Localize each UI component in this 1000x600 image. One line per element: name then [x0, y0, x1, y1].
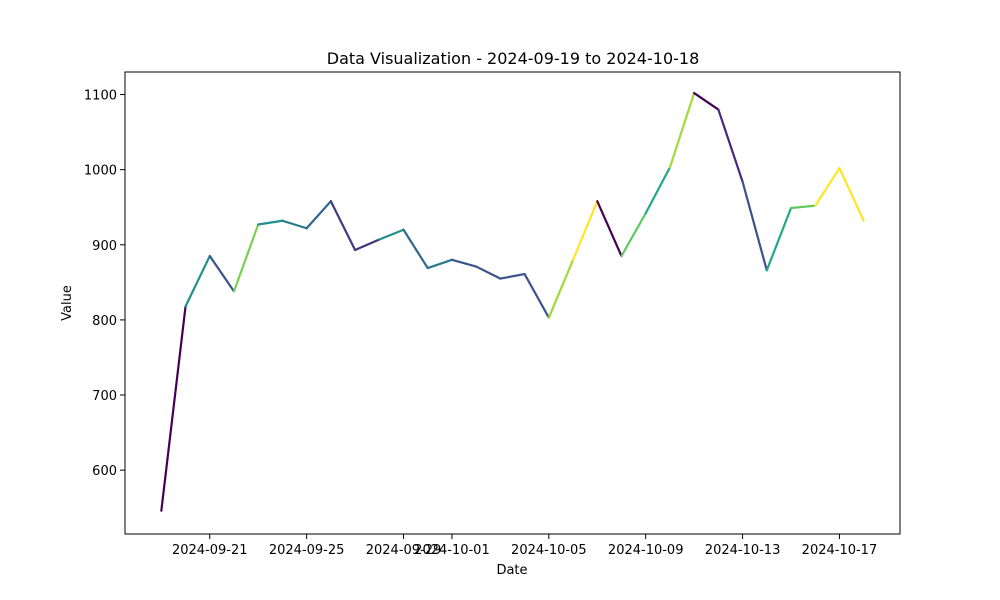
line-segment	[305, 200, 332, 230]
x-axis: 2024-09-21 2024-09-25 2024-09-292024-10-01…	[172, 534, 877, 558]
line-segment	[547, 258, 575, 319]
line-segment	[523, 272, 550, 319]
y-tick-label: 1000	[84, 164, 117, 179]
x-tick-label: 2024-10-17	[802, 543, 878, 558]
line-segment	[232, 223, 260, 293]
line-segment	[329, 200, 357, 252]
x-tick-label: 2024-10-13	[705, 543, 781, 558]
line-segment	[450, 258, 478, 268]
y-tick-label: 600	[92, 464, 117, 479]
line-segment	[353, 238, 381, 252]
line-segment	[208, 254, 236, 293]
plot-lines	[160, 91, 865, 512]
line-segment	[717, 108, 744, 183]
line-segment	[789, 204, 817, 210]
line-segment	[184, 254, 211, 308]
y-axis: 600 700 800 900 1000 1100	[84, 89, 125, 479]
x-tick-label: 2024-10-01	[414, 543, 490, 558]
line-segment	[741, 180, 768, 272]
line-segment	[596, 200, 623, 258]
line-segment	[160, 305, 187, 512]
y-tick-label: 800	[92, 314, 117, 329]
line-segment	[838, 167, 865, 222]
line-segment	[620, 212, 647, 258]
line-segment	[814, 167, 841, 207]
y-tick-label: 700	[92, 389, 117, 404]
line-segment	[475, 265, 502, 280]
x-tick-label: 2024-10-09	[608, 543, 684, 558]
y-tick-label: 900	[92, 239, 117, 254]
x-tick-label: 2024-09-25	[269, 543, 345, 558]
chart-title: Data Visualization - 2024-09-19 to 2024-…	[327, 49, 700, 68]
line-segment	[693, 91, 720, 111]
line-segment	[644, 166, 672, 215]
plot-frame	[124, 71, 901, 535]
line-segment	[668, 91, 696, 169]
x-tick-label: 2024-10-05	[511, 543, 587, 558]
y-axis-label: Value	[60, 285, 75, 321]
line-segment	[499, 272, 526, 280]
x-tick-label: 2024-09-21	[172, 543, 248, 558]
line-segment	[281, 219, 308, 230]
line-segment	[257, 219, 284, 226]
x-tick-label: 2024-09-29	[366, 543, 442, 558]
line-segment	[571, 200, 599, 261]
line-segment	[402, 228, 429, 270]
line-segment	[378, 228, 405, 241]
x-axis-label: Date	[496, 563, 527, 578]
line-segment	[426, 258, 454, 270]
line-segment	[765, 206, 793, 272]
y-tick-label: 1100	[84, 89, 117, 104]
